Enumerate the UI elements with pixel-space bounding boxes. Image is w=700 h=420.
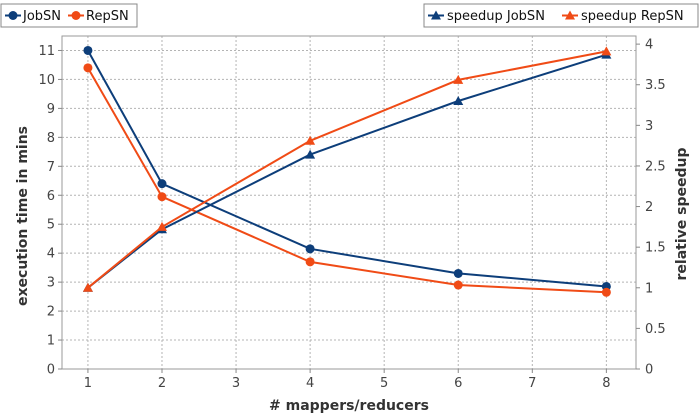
data-point-jobsn — [157, 179, 167, 189]
x-tick-label: 8 — [602, 376, 610, 391]
data-point-speedup-jobsn — [453, 95, 464, 105]
x-axis: 1 2 3 4 5 6 7 8 — [84, 369, 611, 391]
y-left-tick-label: 11 — [38, 44, 55, 59]
y-left-tick-label: 2 — [47, 305, 55, 320]
legend-marker-repsn — [71, 11, 81, 20]
y-right-tick-label: 3 — [645, 119, 653, 134]
data-point-jobsn — [453, 268, 463, 278]
y-right-tick-label: 2.5 — [645, 159, 666, 174]
y-right-tick-label: 4 — [645, 38, 653, 53]
y-left-tick-label: 10 — [38, 73, 55, 88]
y-left-tick-label: 5 — [47, 218, 55, 233]
data-point-repsn — [157, 192, 167, 202]
y-left-tick-label: 3 — [47, 276, 55, 291]
x-tick-label: 4 — [306, 376, 314, 391]
y-axis-left-title: execution time in mins — [15, 126, 31, 306]
legend-left: JobSN RepSN — [0, 3, 138, 28]
x-tick-label: 5 — [380, 376, 388, 391]
legend-marker-jobsn — [8, 11, 18, 20]
y-left-tick-label: 8 — [47, 131, 55, 146]
legend-label-speedup-jobsn: speedup JobSN — [447, 9, 545, 24]
y-left-tick-label: 4 — [47, 247, 55, 262]
y-axis-right: 0 0.5 1 1.5 2 2.5 3 3.5 4 — [636, 38, 666, 378]
legend-marker-speedup-repsn — [565, 10, 575, 20]
data-point-speedup-repsn — [601, 46, 612, 56]
data-point-jobsn — [305, 244, 315, 254]
legend-label-jobsn: JobSN — [22, 9, 61, 24]
data-point-repsn — [601, 287, 611, 297]
x-axis-title: # mappers/reducers — [269, 398, 429, 414]
data-point-speedup-jobsn — [305, 149, 316, 159]
y-right-tick-label: 3.5 — [645, 78, 666, 93]
y-right-tick-label: 0.5 — [645, 322, 666, 337]
legend-right-box — [423, 3, 699, 28]
grid — [62, 36, 636, 369]
x-tick-label: 6 — [454, 376, 462, 391]
data-point-repsn — [83, 63, 93, 73]
y-left-tick-label: 1 — [47, 334, 55, 349]
data-point-speedup-repsn — [82, 282, 93, 292]
data-point-speedup-repsn — [305, 135, 316, 145]
x-tick-label: 2 — [158, 376, 166, 391]
y-right-tick-label: 0 — [645, 363, 653, 378]
x-tick-label: 7 — [528, 376, 536, 391]
y-left-tick-label: 7 — [47, 160, 55, 175]
series-line-repsn — [87, 67, 607, 294]
data-point-repsn — [305, 257, 315, 267]
y-right-tick-label: 1.5 — [645, 241, 666, 256]
x-tick-label: 3 — [232, 376, 240, 391]
y-left-tick-label: 9 — [47, 102, 55, 117]
series-group — [82, 45, 612, 297]
legend-label-speedup-repsn: speedup RepSN — [581, 9, 684, 24]
y-right-tick-label: 1 — [645, 281, 653, 296]
data-point-repsn — [453, 280, 463, 290]
y-left-tick-label: 6 — [47, 189, 55, 204]
series-line-speedup-repsn — [87, 50, 607, 289]
plot-area — [61, 35, 637, 370]
legend-label-repsn: RepSN — [86, 9, 129, 24]
legend-marker-speedup-jobsn — [431, 10, 441, 20]
series-line-jobsn — [87, 50, 607, 288]
y-axis-right-title: relative speedup — [674, 148, 690, 281]
y-right-tick-label: 2 — [645, 200, 653, 215]
y-left-tick-label: 0 — [47, 363, 55, 378]
y-axis-left: 0 1 2 3 4 5 6 7 8 9 10 11 — [38, 44, 62, 378]
data-point-speedup-repsn — [156, 221, 167, 231]
x-tick-label: 1 — [84, 376, 92, 391]
legend-right: speedup JobSN speedup RepSN — [423, 3, 699, 28]
data-point-speedup-repsn — [453, 74, 464, 84]
data-point-jobsn — [83, 45, 93, 55]
